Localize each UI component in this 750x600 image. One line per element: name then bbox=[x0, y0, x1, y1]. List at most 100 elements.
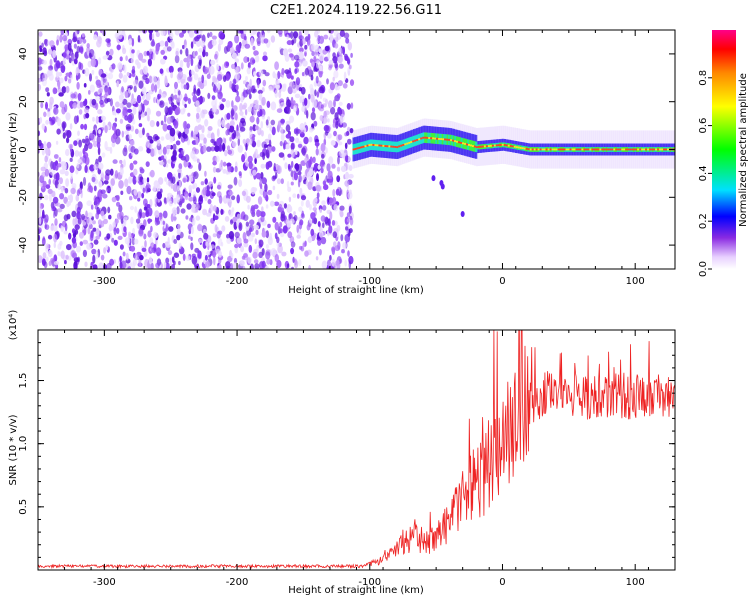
spectrogram-noise-blob bbox=[193, 88, 197, 95]
spectrogram-noise-blob bbox=[162, 210, 168, 219]
spectrogram-noise-blob bbox=[213, 141, 217, 146]
spectrogram-noise-blob bbox=[348, 173, 354, 179]
ridge-core bbox=[665, 148, 667, 151]
spectrogram-noise-blob bbox=[298, 259, 302, 267]
spectrogram-noise-blob bbox=[335, 260, 340, 266]
spectrogram-noise-blob bbox=[347, 138, 352, 145]
spectrogram-noise-blob bbox=[286, 220, 292, 228]
spectrogram-noise-blob bbox=[164, 40, 169, 48]
spectrogram-noise-blob bbox=[97, 146, 101, 156]
spectrogram-noise-blob bbox=[249, 57, 255, 65]
spectrogram-noise-blob bbox=[47, 188, 53, 195]
spectrogram-noise-blob bbox=[338, 101, 343, 106]
spectrogram-noise-blob bbox=[217, 91, 223, 100]
spectrogram-noise-blob bbox=[147, 58, 152, 67]
spectrogram-noise-blob bbox=[86, 217, 92, 226]
snr-multiplier: (x10⁴) bbox=[8, 310, 19, 341]
spectrogram-noise-blob bbox=[338, 63, 344, 69]
spectrogram-noise-blob bbox=[318, 249, 322, 256]
spectrogram-noise-blob bbox=[247, 106, 253, 113]
ridge-core bbox=[653, 148, 656, 151]
spectrogram-noise-blob bbox=[91, 176, 96, 183]
spectrogram-noise-blob bbox=[130, 146, 136, 153]
ridge-core bbox=[468, 144, 470, 146]
spectrogram-noise-blob bbox=[197, 88, 201, 94]
spectrogram-noise-blob bbox=[315, 256, 319, 261]
spectrogram-noise-blob bbox=[266, 30, 271, 34]
ridge-core bbox=[517, 146, 520, 149]
spectrogram-noise-blob bbox=[148, 30, 154, 34]
spectrogram-noise-blob bbox=[62, 57, 66, 66]
spectrogram-noise-blob bbox=[325, 98, 328, 105]
spectrogram-noise-blob bbox=[333, 99, 336, 108]
spectrogram-noise-blob bbox=[276, 259, 282, 269]
spectrogram-noise-blob bbox=[65, 112, 71, 121]
spectrogram-noise-blob bbox=[159, 68, 164, 74]
spectrogram-noise-blob bbox=[85, 112, 90, 119]
spectrogram-noise-blob bbox=[197, 250, 202, 259]
spectrogram-noise-blob bbox=[53, 233, 58, 243]
ridge-core bbox=[553, 148, 556, 151]
spectrogram-noise-blob bbox=[212, 160, 217, 166]
ridge-core bbox=[551, 148, 554, 151]
ridge-core bbox=[426, 136, 429, 139]
spectrogram-noise-blob bbox=[279, 221, 283, 228]
spectrogram-noise-blob bbox=[277, 70, 281, 80]
ridge-core bbox=[617, 148, 620, 151]
ridge-core bbox=[631, 148, 634, 151]
spectrogram-noise-blob bbox=[154, 84, 158, 93]
spectrogram-noise-blob bbox=[218, 38, 224, 45]
spectrogram-noise-blob bbox=[115, 128, 121, 137]
ridge-core bbox=[402, 144, 405, 146]
spectrogram-noise-blob bbox=[255, 172, 261, 180]
spectrogram-noise-blob bbox=[242, 89, 248, 98]
spectrogram-noise-blob bbox=[286, 105, 290, 113]
spectrogram-noise-blob bbox=[339, 30, 345, 37]
spectrogram-noise-blob bbox=[225, 100, 231, 108]
spectrogram-noise-blob bbox=[207, 126, 213, 131]
spectrogram-noise-blob bbox=[86, 47, 90, 53]
spectrogram-noise-blob bbox=[147, 218, 151, 224]
ridge-core bbox=[663, 148, 666, 151]
spectrogram-noise-blob bbox=[349, 128, 354, 134]
spectrogram-noise-blob bbox=[328, 225, 333, 234]
spectrogram-noise-blob bbox=[172, 143, 177, 151]
spectrogram-noise-blob bbox=[60, 250, 65, 259]
spectrogram-noise-blob bbox=[228, 200, 232, 208]
spectrogram-noise-blob bbox=[48, 48, 53, 55]
spectrogram-noise-blob bbox=[126, 72, 130, 77]
ridge-core bbox=[481, 145, 484, 148]
spectrogram-noise-blob bbox=[239, 111, 244, 116]
ridge-core bbox=[434, 137, 437, 140]
spectrogram-x-tick-label: -200 bbox=[226, 276, 249, 287]
snr-x-tick-label: 0 bbox=[499, 577, 505, 588]
spectrogram-noise-blob bbox=[286, 40, 293, 46]
spectrogram-noise-blob bbox=[176, 97, 181, 103]
spectrogram-noise-blob bbox=[240, 62, 244, 70]
spectrogram-noise-blob bbox=[84, 138, 91, 147]
spectrogram-noise-blob bbox=[348, 64, 352, 70]
spectrogram-noise-blob bbox=[157, 177, 164, 185]
ridge-core bbox=[569, 148, 572, 151]
spectrogram-noise-blob bbox=[138, 146, 144, 152]
ridge-core bbox=[657, 148, 660, 151]
spectrogram-noise-blob bbox=[177, 223, 181, 230]
spectrogram-noise-blob bbox=[293, 128, 298, 135]
ridge-core bbox=[647, 148, 650, 151]
spectrogram-noise-blob bbox=[72, 102, 77, 109]
spectrogram-noise-blob bbox=[332, 231, 337, 239]
spectrogram-noise-blob bbox=[70, 250, 77, 258]
ridge-core bbox=[527, 148, 530, 151]
spectrogram-y-tick-label: 20 bbox=[18, 95, 29, 108]
spectrogram-noise-blob bbox=[53, 260, 60, 266]
spectrogram-noise-blob bbox=[112, 221, 117, 228]
spectrogram-noise-blob bbox=[105, 50, 110, 56]
spectrogram-noise-blob bbox=[210, 59, 216, 66]
spectrogram-noise-blob bbox=[141, 247, 147, 252]
spectrogram-noise-blob bbox=[113, 239, 118, 246]
ridge-core bbox=[571, 148, 574, 151]
spectrogram-noise-blob bbox=[301, 147, 306, 156]
spectrogram-noise-blob bbox=[267, 189, 273, 196]
spectrogram-noise-blob bbox=[265, 251, 271, 260]
spectrogram-noise-blob bbox=[270, 101, 277, 111]
